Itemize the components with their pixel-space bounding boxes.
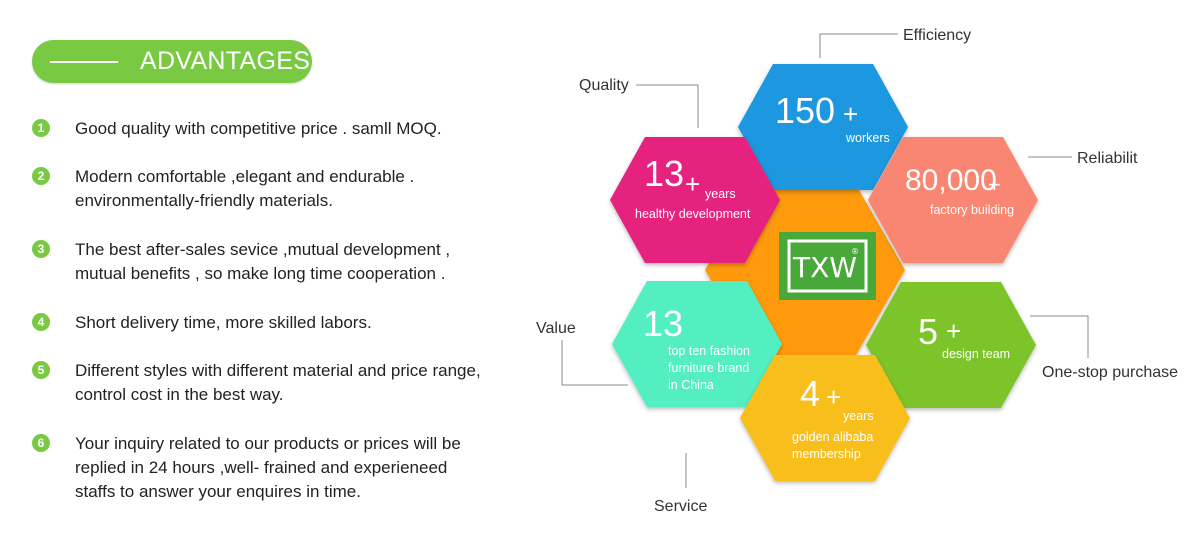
logo-text: TXW xyxy=(792,251,857,284)
advantage-item-2: 2 Modern comfortable ,elegant and endura… xyxy=(32,165,552,213)
advantage-text: Good quality with competitive price . sa… xyxy=(75,119,442,138)
alibaba-caption-line: membership xyxy=(792,447,861,461)
number-badge-icon: 6 xyxy=(32,434,50,452)
brand-caption-line: top ten fashion xyxy=(668,344,750,358)
advantage-item-6: 6 Your inquiry related to our products o… xyxy=(32,432,552,504)
design-plus: + xyxy=(946,316,961,346)
txw-logo: TXW ® xyxy=(779,232,876,300)
factory-number: 80,000 xyxy=(905,164,997,197)
workers-number: 150 xyxy=(775,90,835,131)
registered-mark: ® xyxy=(851,247,859,256)
advantages-banner: ADVANTAGES xyxy=(32,40,312,83)
label-one-stop: One-stop purchase xyxy=(1042,364,1178,381)
advantage-text: staffs to answer your enquires in time. xyxy=(75,482,361,501)
banner-dash xyxy=(50,61,118,63)
advantage-text: environmentally-friendly materials. xyxy=(75,191,333,210)
workers-plus: + xyxy=(843,99,858,129)
page-title: ADVANTAGES xyxy=(140,47,311,75)
label-reliability: Reliabilit xyxy=(1077,150,1138,167)
advantage-text: Different styles with different material… xyxy=(75,361,481,380)
connector-quality xyxy=(636,84,699,128)
number-badge-icon: 2 xyxy=(32,167,50,185)
hexagon-factory xyxy=(868,137,1038,263)
alibaba-plus: + xyxy=(826,382,841,412)
advantage-text: replied in 24 hours ,well- frained and e… xyxy=(75,458,448,477)
advantage-item-5: 5 Different styles with different materi… xyxy=(32,359,552,407)
brand-number: 13 xyxy=(643,303,683,344)
label-service: Service xyxy=(654,498,707,515)
hexagon-workers xyxy=(738,64,908,190)
advantage-text: The best after-sales sevice ,mutual deve… xyxy=(75,240,451,259)
hexagon-brand xyxy=(612,281,782,407)
hexagon-design xyxy=(866,282,1036,408)
factory-plus: + xyxy=(988,172,1001,197)
number-badge-icon: 4 xyxy=(32,313,50,331)
design-caption: design team xyxy=(942,347,1010,361)
advantage-text: control cost in the best way. xyxy=(75,385,284,404)
factory-caption: factory building xyxy=(930,203,1014,217)
label-value: Value xyxy=(536,320,576,337)
advantage-text: mutual benefits , so make long time coop… xyxy=(75,264,446,283)
advantage-item-3: 3 The best after-sales sevice ,mutual de… xyxy=(32,238,552,286)
advantage-text: Modern comfortable ,elegant and endurabl… xyxy=(75,167,415,186)
connector-value xyxy=(561,340,628,386)
brand-caption-line: in China xyxy=(668,378,714,392)
advantage-text: Short delivery time, more skilled labors… xyxy=(75,313,372,332)
years-caption: healthy development xyxy=(635,207,751,221)
advantages-list: 1 Good quality with competitive price . … xyxy=(32,0,552,546)
label-efficiency: Efficiency xyxy=(903,27,971,44)
design-number: 5 xyxy=(918,311,938,352)
hexagon-alibaba xyxy=(740,355,910,481)
workers-caption: workers xyxy=(845,131,890,145)
hexagon-years xyxy=(610,137,780,263)
label-quality: Quality xyxy=(579,77,629,94)
alibaba-caption-line: golden alibaba xyxy=(792,430,873,444)
brand-caption-line: furniture brand xyxy=(668,361,749,375)
years-number: 13 xyxy=(644,153,684,194)
advantage-item-4: 4 Short delivery time, more skilled labo… xyxy=(32,311,552,335)
number-badge-icon: 3 xyxy=(32,240,50,258)
connector-one-stop xyxy=(1030,315,1089,358)
years-unit: years xyxy=(705,187,736,201)
alibaba-unit: years xyxy=(843,409,874,423)
years-plus: + xyxy=(685,169,700,199)
alibaba-number: 4 xyxy=(800,373,820,414)
advantage-item-1: 1 Good quality with competitive price . … xyxy=(32,117,552,141)
advantage-text: Your inquiry related to our products or … xyxy=(75,434,461,453)
connector-efficiency xyxy=(819,33,898,58)
logo-background xyxy=(779,232,876,300)
number-badge-icon: 1 xyxy=(32,119,50,137)
number-badge-icon: 5 xyxy=(32,361,50,379)
logo-frame xyxy=(787,239,868,293)
